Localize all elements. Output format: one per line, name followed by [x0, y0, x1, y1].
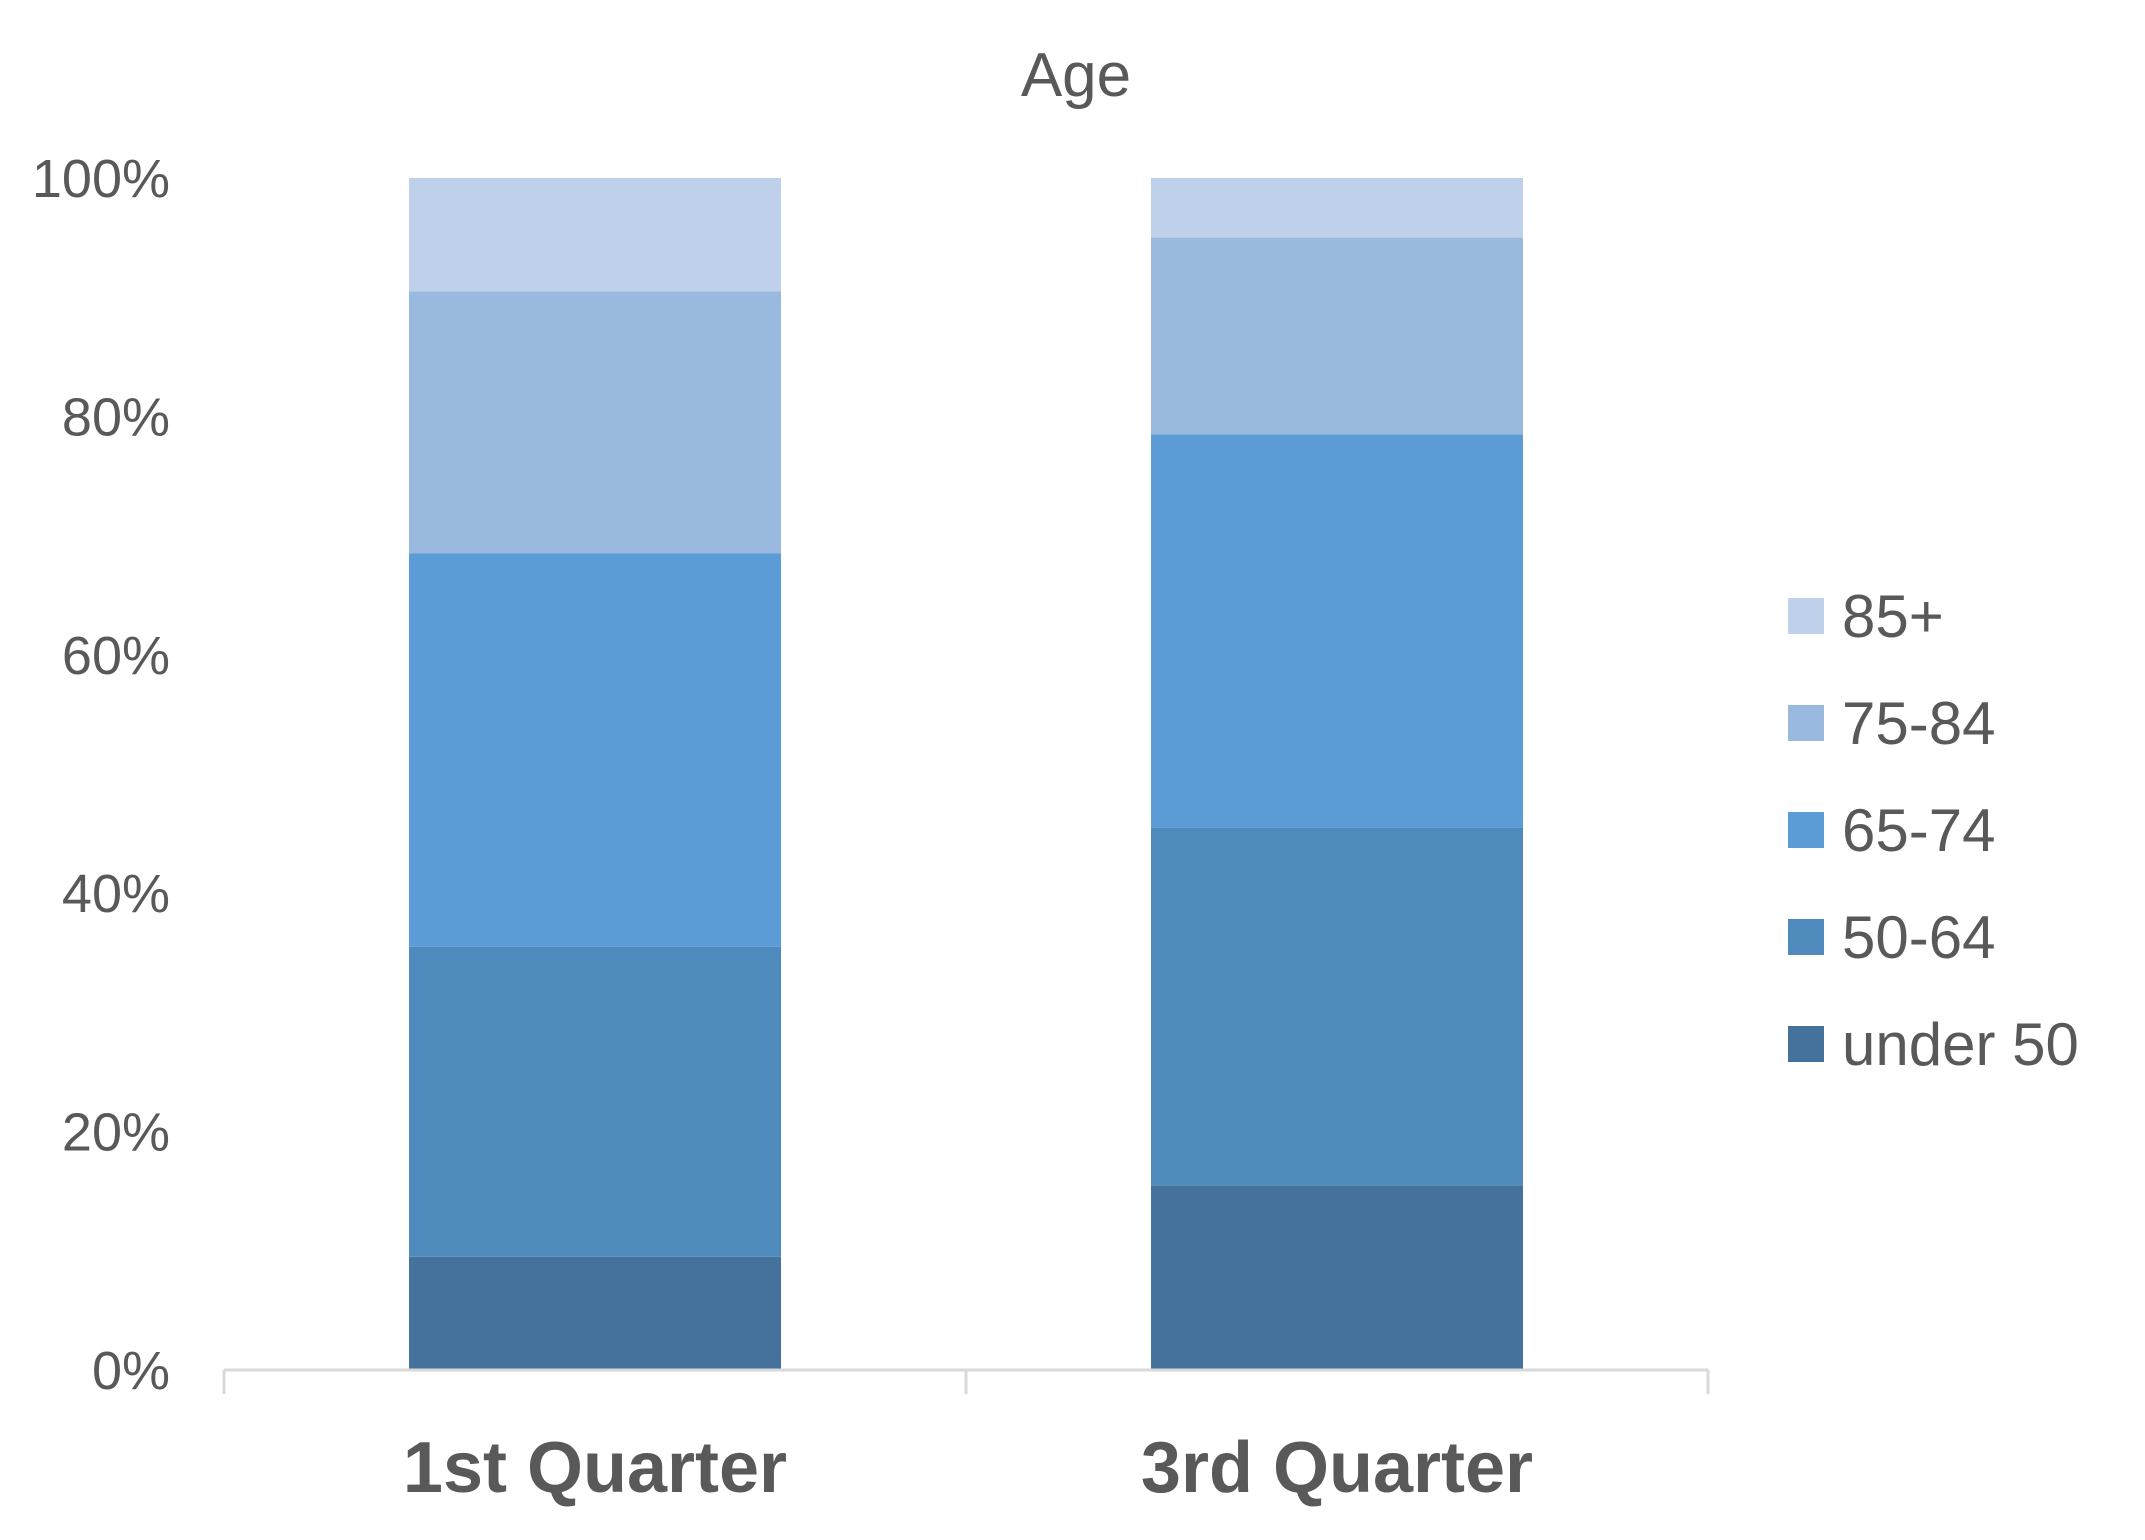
legend-label: 50-64 [1842, 904, 1995, 971]
bar-segment [1151, 434, 1523, 828]
legend-label: 85+ [1842, 583, 1944, 650]
legend-item: 65-74 [1788, 797, 1995, 864]
legend-item: 85+ [1788, 583, 1944, 650]
y-tick-label: 80% [62, 387, 170, 447]
legend-swatch [1788, 919, 1824, 955]
chart-title: Age [1021, 41, 1131, 110]
x-tick-label: 1st Quarter [403, 1428, 787, 1508]
y-tick-label: 60% [62, 626, 170, 686]
bar-segment [409, 553, 781, 947]
bar-segment [409, 291, 781, 554]
legend-label: under 50 [1842, 1011, 2079, 1078]
legend-swatch [1788, 705, 1824, 741]
x-axis-tick-labels: 1st Quarter 3rd Quarter [403, 1428, 1533, 1508]
y-tick-label: 40% [62, 864, 170, 924]
legend-item: 50-64 [1788, 904, 1995, 971]
bar-segment [409, 178, 781, 292]
y-tick-label: 100% [32, 149, 170, 209]
legend: 85+ 75-84 65-74 50-64 under 50 [1788, 583, 2079, 1078]
bar-segment [1151, 178, 1523, 238]
bar-segment [1151, 827, 1523, 1186]
bar-segment [409, 1256, 781, 1370]
bar-segment [409, 946, 781, 1257]
legend-swatch [1788, 812, 1824, 848]
y-tick-label: 0% [92, 1341, 170, 1401]
x-tick-label: 3rd Quarter [1141, 1428, 1533, 1508]
legend-label: 75-84 [1842, 690, 1995, 757]
legend-label: 65-74 [1842, 797, 1995, 864]
x-axis [222, 1368, 1710, 1394]
legend-item: 75-84 [1788, 690, 1995, 757]
bars-group [409, 178, 1523, 1370]
legend-item: under 50 [1788, 1011, 2079, 1078]
y-axis-tick-labels: 0% 20% 40% 60% 80% 100% [32, 149, 170, 1401]
bar-segment [1151, 1185, 1523, 1370]
legend-swatch [1788, 598, 1824, 634]
y-tick-label: 20% [62, 1103, 170, 1163]
legend-swatch [1788, 1026, 1824, 1062]
bar-segment [1151, 237, 1523, 435]
